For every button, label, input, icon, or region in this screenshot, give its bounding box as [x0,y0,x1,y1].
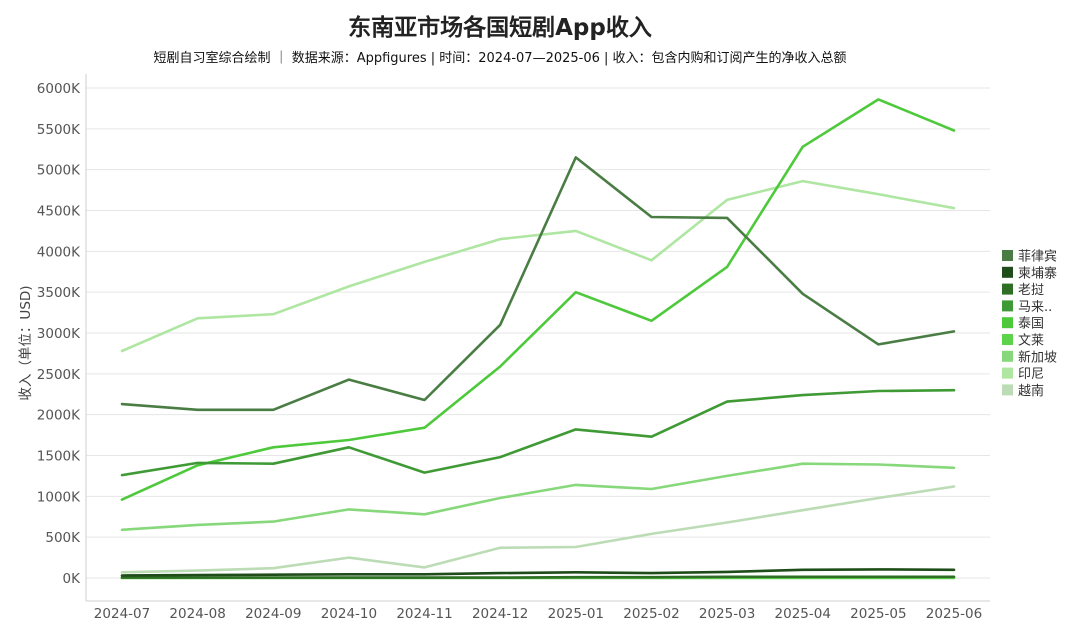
legend-label: 柬埔寨 [1018,265,1057,281]
x-tick-label: 2025-04 [775,606,831,622]
legend-label: 越南 [1018,383,1044,399]
y-axis-title: 收入（单位：USD) [18,285,34,400]
y-tick-label: 2500K [37,367,81,383]
legend-label: 老挝 [1018,283,1044,298]
legend-swatch [1002,350,1013,362]
y-tick-label: 4000K [37,244,81,260]
legend-swatch [1002,334,1013,345]
y-tick-label: 6000K [37,81,81,97]
x-tick-label: 2025-03 [699,606,755,622]
x-tick-label: 2024-08 [169,606,225,622]
x-tick-label: 2025-05 [850,606,906,622]
x-tick-label: 2024-10 [321,606,377,622]
series-line-9 [120,485,956,574]
legend-label: 印尼 [1018,367,1044,382]
x-tick-label: 2025-02 [623,606,679,622]
x-tick-label: 2025-06 [926,606,982,622]
legend-swatch [1002,283,1013,295]
y-tick-label: 0K [63,571,82,587]
x-tick-label: 2024-07 [94,606,150,622]
series-line-3 [120,575,956,579]
y-tick-label: 3000K [37,326,81,342]
legend-swatch [1002,250,1013,261]
y-tick-label: 500K [45,530,81,546]
legend-label: 泰国 [1018,317,1044,332]
series-line-4 [120,388,956,477]
legend-label: 新加坡 [1018,349,1057,365]
series-line-8 [120,179,956,353]
x-tick-label: 2025-01 [548,606,604,622]
legend-swatch [1002,266,1013,278]
chart-subtitle: 短剧自习室综合绘制 ｜ 数据来源：Appfigures | 时间：2024-07… [153,51,847,66]
y-tick-label: 2000K [37,408,81,424]
legend-label: 马来.. [1018,300,1052,315]
y-tick-label: 4500K [37,204,81,220]
y-tick-label: 1000K [37,489,81,505]
series-line-7 [120,462,956,532]
legend-swatch [1002,367,1013,379]
y-tick-label: 5500K [37,122,81,138]
x-tick-label: 2024-09 [245,606,301,622]
legend-swatch [1002,317,1013,329]
y-tick-label: 1500K [37,449,81,465]
series-line-2 [120,568,956,577]
x-tick-label: 2024-11 [396,606,452,622]
legend-label: 菲律宾 [1018,249,1057,265]
x-tick-label: 2024-12 [472,606,528,622]
legend-label: 文莱 [1018,334,1044,349]
y-tick-label: 5000K [37,163,81,179]
series-line-5 [120,98,956,501]
chart-title: 东南亚市场各国短剧App收入 [348,15,652,41]
y-tick-label: 3500K [37,285,81,301]
series-line-1 [120,156,956,412]
legend-swatch [1002,384,1013,396]
legend-swatch [1002,300,1013,312]
